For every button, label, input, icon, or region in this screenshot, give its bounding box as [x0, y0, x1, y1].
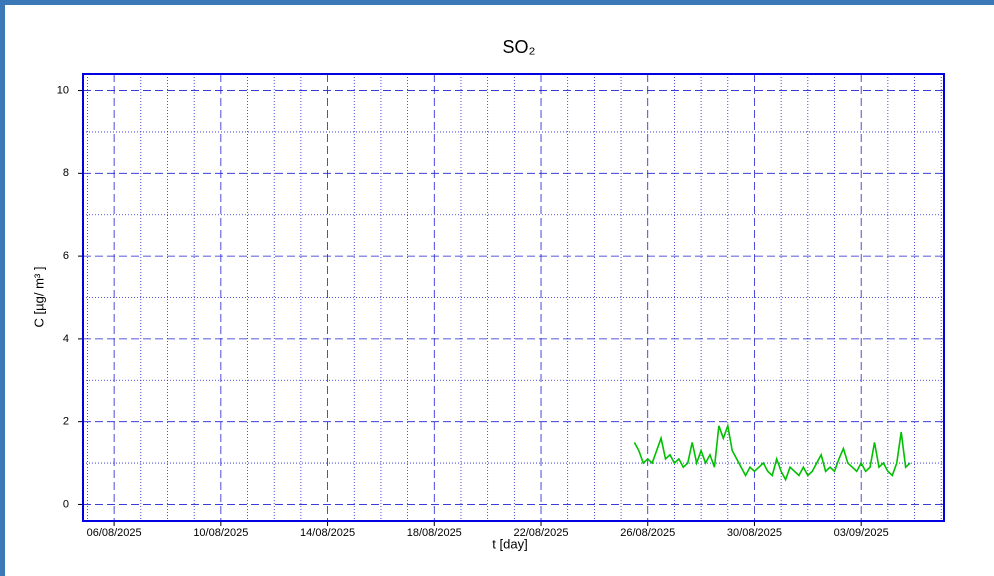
y-tick-label: 4: [63, 333, 69, 345]
y-tick-label: 10: [57, 84, 69, 96]
x-tick-label: 26/08/2025: [620, 527, 675, 539]
y-tick-label: 0: [63, 498, 69, 510]
y-axis-label: C [µg/ m³ ]: [31, 267, 46, 328]
x-tick-label: 22/08/2025: [513, 527, 568, 539]
y-tick-label: 8: [63, 167, 69, 179]
chart-title: SO₂: [503, 37, 536, 57]
x-tick-label: 03/09/2025: [834, 527, 889, 539]
y-tick-label: 6: [63, 250, 69, 262]
x-tick-label: 10/08/2025: [193, 527, 248, 539]
x-tick-label: 30/08/2025: [727, 527, 782, 539]
y-tick-label: 2: [63, 416, 69, 428]
x-axis-label: t [day]: [492, 536, 527, 551]
x-tick-label: 14/08/2025: [300, 527, 355, 539]
x-tick-label: 06/08/2025: [87, 527, 142, 539]
data-line: [633, 422, 911, 482]
x-tick-label: 18/08/2025: [407, 527, 462, 539]
plot-border: [82, 73, 945, 522]
